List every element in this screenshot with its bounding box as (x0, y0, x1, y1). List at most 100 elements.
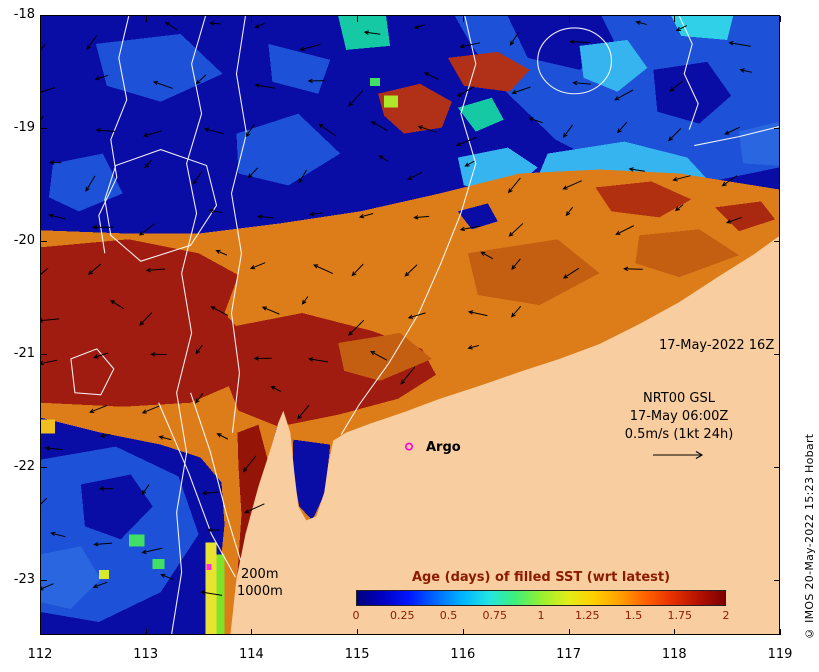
current-arrow (623, 266, 643, 272)
datetime-annotation: 17-May-2022 16Z (659, 338, 775, 353)
axis-tick-mark (251, 629, 253, 635)
current-arrow (464, 160, 475, 167)
current-arrow (41, 583, 54, 591)
current-arrow (93, 541, 113, 547)
current-arrow (417, 125, 437, 133)
current-arrow (528, 117, 543, 124)
current-arrow (378, 155, 389, 162)
axis-tick-mark (774, 128, 780, 129)
current-arrow (249, 262, 266, 270)
colorbar (356, 590, 726, 606)
colorbar-title: Age (days) of filled SST (wrt latest) (411, 570, 671, 585)
current-arrow (725, 216, 742, 224)
current-arrow (194, 393, 204, 404)
current-arrow (459, 42, 480, 49)
current-arrow (192, 171, 203, 185)
current-arrow (85, 175, 96, 192)
y-axis-tick-label: -20 (13, 233, 35, 248)
axis-tick-mark (357, 16, 359, 22)
land-region (230, 236, 779, 634)
current-arrow (721, 175, 738, 187)
current-arrow (209, 21, 221, 26)
map-plot-area: 17-May-2022 16Z NRT00 GSL 17-May 06:00Z … (40, 15, 780, 635)
model-time-label: 17-May 06:00Z (629, 409, 729, 424)
axis-tick-mark (40, 16, 41, 22)
current-arrow (404, 264, 418, 277)
current-arrow (301, 296, 309, 305)
current-arrow (210, 306, 229, 316)
current-arrow (254, 22, 265, 29)
axis-tick-mark (40, 629, 41, 635)
axis-tick-mark (674, 16, 676, 22)
argo-float-marker-icon (405, 442, 413, 451)
current-arrow (569, 39, 591, 45)
x-axis-tick-label: 117 (556, 647, 581, 662)
current-arrow (208, 208, 223, 214)
x-axis-tick-label: 112 (27, 647, 53, 662)
x-axis-tick-label: 115 (344, 647, 370, 662)
current-arrow (572, 80, 591, 86)
current-arrow (562, 124, 574, 138)
current-arrow (308, 211, 323, 217)
current-arrow (318, 123, 337, 137)
current-arrow (480, 251, 494, 260)
current-arrow (98, 486, 114, 492)
axis-tick-mark (568, 629, 570, 635)
current-arrow (138, 223, 155, 236)
axis-tick-mark (674, 629, 676, 635)
axis-tick-mark (774, 354, 780, 355)
current-arrow (244, 503, 265, 514)
axis-tick-mark (41, 354, 47, 355)
current-arrow (139, 312, 153, 326)
current-arrow (616, 121, 628, 134)
current-arrow (41, 497, 48, 505)
current-arrow (144, 159, 152, 169)
current-arrow (307, 78, 325, 84)
axis-tick-mark (145, 16, 147, 22)
current-arrow (152, 80, 173, 89)
current-arrow (49, 160, 62, 165)
model-info-block: NRT00 GSL 17-May 06:00Z 0.5m/s (1kt 24h) (606, 390, 752, 460)
current-arrow (675, 25, 688, 31)
current-arrow (413, 215, 430, 220)
current-arrow (87, 263, 102, 275)
axis-tick-mark (780, 629, 781, 635)
x-axis-tick-label: 119 (767, 647, 793, 662)
current-arrow (206, 527, 220, 533)
current-arrow (141, 405, 160, 414)
copyright-label: © IMOS 20-May-2022 15:23 Hobart (803, 433, 816, 640)
current-arrow (614, 89, 634, 101)
current-arrow (41, 318, 60, 323)
current-arrow (674, 204, 684, 212)
current-arrow (669, 80, 684, 92)
current-arrow (562, 267, 580, 279)
axis-tick-mark (774, 580, 780, 581)
current-arrow (94, 74, 109, 81)
reference-arrow-icon (653, 451, 704, 459)
model-name-label: NRT00 GSL (643, 391, 715, 406)
current-arrow (41, 43, 46, 50)
current-arrow (511, 86, 531, 95)
current-arrow (423, 72, 439, 80)
current-arrow (99, 433, 111, 438)
current-arrow (253, 356, 272, 361)
current-arrow (299, 44, 321, 51)
sst-age-regions (41, 16, 779, 634)
current-arrow (406, 171, 423, 180)
y-axis-tick-label: -21 (13, 346, 35, 361)
current-arrow (358, 212, 374, 219)
current-arrow (297, 404, 310, 420)
current-arrow (50, 531, 66, 538)
current-arrow (195, 344, 203, 355)
current-arrow (615, 225, 635, 235)
current-arrow (254, 83, 276, 89)
depth-1000m-label: 1000m (237, 584, 283, 599)
vector-scale-label: 0.5m/s (1kt 24h) (624, 427, 734, 442)
current-arrow (247, 167, 259, 179)
current-arrow (635, 20, 647, 26)
axis-tick-mark (774, 241, 780, 242)
current-arrow (142, 130, 162, 138)
current-arrow (308, 357, 329, 363)
current-arrow (455, 136, 477, 147)
